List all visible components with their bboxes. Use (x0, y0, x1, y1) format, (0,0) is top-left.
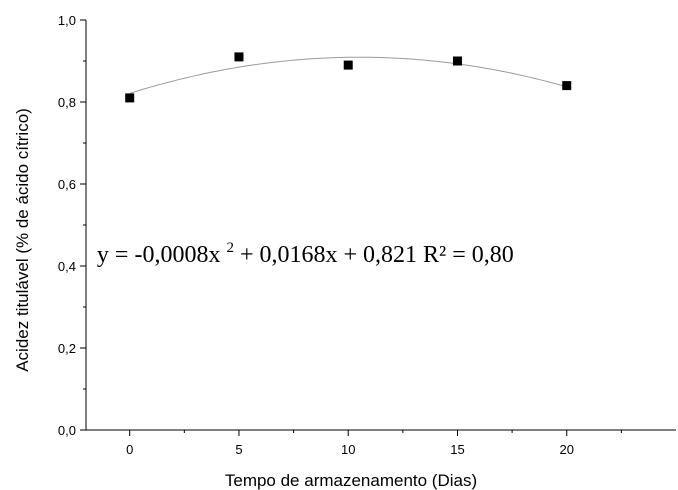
x-tick-label: 10 (341, 442, 355, 457)
fit-curve (129, 56, 567, 94)
y-tick-label: 0,2 (58, 341, 76, 356)
equation-rest: + 0,0168x + 0,821 R² = 0,80 (240, 242, 514, 268)
data-point (125, 93, 135, 103)
regression-equation: y = -0,0008x 2 + 0,0168x + 0,821 R² = 0,… (97, 232, 514, 268)
ticks: 0,0 0,2 0,4 0,6 0,8 1,0 0 5 10 15 20 (58, 13, 622, 457)
x-tick-label: 0 (126, 442, 133, 457)
data-point (562, 81, 572, 91)
x-tick-label: 5 (235, 442, 242, 457)
y-axis-title: Acidez titulável (% de ácido cítrico) (13, 108, 32, 372)
y-tick-label: 1,0 (58, 13, 76, 28)
data-points (125, 52, 572, 103)
data-point (343, 60, 353, 70)
axes (85, 20, 676, 431)
x-axis-title: Tempo de armazenamento (Dias) (225, 471, 477, 490)
data-point (234, 52, 244, 62)
x-tick-label: 20 (560, 442, 574, 457)
equation-superscript: 2 (226, 240, 234, 256)
equation-main: y = -0,0008x (97, 242, 221, 268)
y-tick-label: 0,8 (58, 95, 76, 110)
y-tick-label: 0,6 (58, 177, 76, 192)
y-tick-label: 0,0 (58, 423, 76, 438)
y-tick-label: 0,4 (58, 259, 76, 274)
data-point (452, 56, 462, 66)
x-tick-label: 15 (450, 442, 464, 457)
